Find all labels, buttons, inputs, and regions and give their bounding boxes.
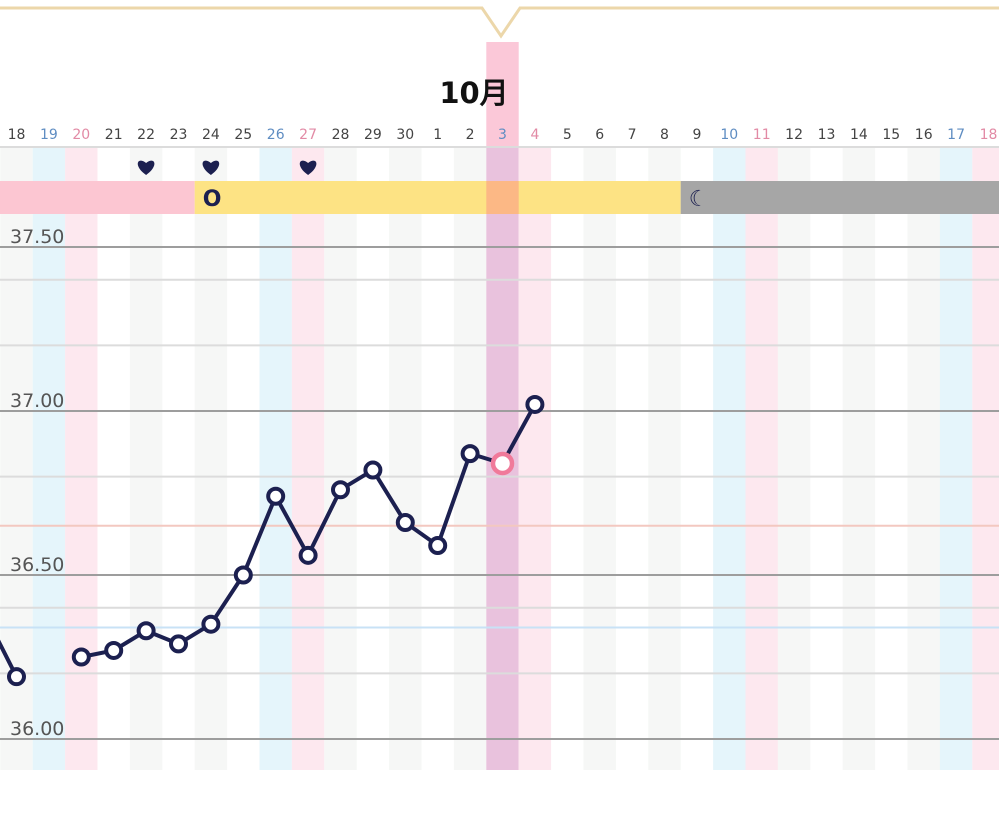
day-label-9[interactable]: 9 xyxy=(692,127,701,143)
day-label-16[interactable]: 16 xyxy=(915,127,933,143)
day-label-3[interactable]: 3 xyxy=(498,127,507,143)
day-label-18[interactable]: 18 xyxy=(8,127,26,143)
temperature-point[interactable] xyxy=(395,513,415,533)
y-tick-label: 36.00 xyxy=(10,718,64,740)
day-column-4[interactable] xyxy=(129,148,163,770)
month-label: 10月 xyxy=(439,76,508,110)
gridlines xyxy=(0,146,999,740)
day-columns xyxy=(0,42,999,770)
day-label-11[interactable]: 11 xyxy=(753,127,771,143)
day-label-25[interactable]: 25 xyxy=(234,127,252,143)
day-column-26[interactable] xyxy=(842,148,876,770)
line-segment xyxy=(435,451,473,548)
heart-icon xyxy=(299,160,317,175)
line-segment xyxy=(241,494,278,577)
day-label-8[interactable]: 8 xyxy=(660,127,669,143)
day-label-1[interactable]: 1 xyxy=(433,127,442,143)
line-segment xyxy=(273,494,311,558)
day-column-2[interactable] xyxy=(65,148,98,770)
selected-temperature-point[interactable] xyxy=(490,451,515,476)
day-column-22[interactable] xyxy=(713,148,746,770)
date-header: 18 19 20 21 22 23 24 25 26 27 28 29 30 1 2 3 4 5 6 7 8 9 10 11 1… xyxy=(8,127,998,143)
line-segment xyxy=(208,573,246,627)
day-label-23[interactable]: 23 xyxy=(170,127,188,143)
day-column-24[interactable] xyxy=(777,148,811,770)
day-label-15[interactable]: 15 xyxy=(882,127,900,143)
day-label-20[interactable]: 20 xyxy=(72,127,90,143)
day-column-23[interactable] xyxy=(745,148,778,770)
day-label-24[interactable]: 24 xyxy=(202,127,220,143)
temperature-point[interactable] xyxy=(201,614,221,634)
temperature-point[interactable] xyxy=(363,460,383,480)
temperature-point[interactable] xyxy=(169,634,188,654)
selected-day-highlight xyxy=(486,42,519,148)
line-segment xyxy=(0,639,19,679)
day-label-13[interactable]: 13 xyxy=(818,127,836,143)
day-column-18[interactable] xyxy=(583,148,616,770)
day-label-28[interactable]: 28 xyxy=(332,127,350,143)
day-column-10[interactable] xyxy=(324,148,357,770)
heart-icon xyxy=(202,160,220,175)
fertile-band-selected-day xyxy=(486,181,519,214)
temperature-point[interactable] xyxy=(71,647,91,667)
temperature-point[interactable] xyxy=(298,545,318,565)
day-label-10[interactable]: 10 xyxy=(720,127,738,143)
temperature-point[interactable] xyxy=(460,444,480,464)
day-column-16[interactable] xyxy=(518,148,552,770)
day-label-12[interactable]: 12 xyxy=(785,127,803,143)
day-label-18[interactable]: 18 xyxy=(980,127,998,143)
temperature-point[interactable] xyxy=(266,486,286,506)
day-column-9[interactable] xyxy=(291,148,325,770)
day-label-7[interactable]: 7 xyxy=(628,127,637,143)
day-label-2[interactable]: 2 xyxy=(466,127,475,143)
day-label-14[interactable]: 14 xyxy=(850,127,868,143)
y-tick-label: 37.00 xyxy=(10,390,64,412)
day-column-29[interactable] xyxy=(939,148,973,770)
day-label-30[interactable]: 30 xyxy=(396,127,414,143)
temperature-point[interactable] xyxy=(525,394,545,414)
day-column-12[interactable] xyxy=(389,148,422,770)
day-label-26[interactable]: 26 xyxy=(267,127,285,143)
day-label-6[interactable]: 6 xyxy=(595,127,604,143)
day-column-6[interactable] xyxy=(194,148,228,770)
day-label-22[interactable]: 22 xyxy=(137,127,155,143)
popup-pointer xyxy=(0,6,999,39)
day-label-27[interactable]: 27 xyxy=(299,127,317,143)
line-segment xyxy=(306,487,343,558)
day-column-8[interactable] xyxy=(259,148,292,770)
ovulation-icon: O xyxy=(203,187,222,212)
line-segment xyxy=(370,468,408,525)
luteal-band xyxy=(680,181,999,214)
y-axis-labels: 37.50 37.00 36.50 36.00 xyxy=(10,226,64,740)
temperature-point[interactable] xyxy=(428,535,448,555)
fertile-band xyxy=(194,181,681,214)
period-band xyxy=(0,181,195,214)
temperature-point[interactable] xyxy=(331,480,350,500)
day-label-4[interactable]: 4 xyxy=(530,127,539,143)
temperature-points xyxy=(7,394,545,687)
day-label-21[interactable]: 21 xyxy=(105,127,123,143)
day-column-30[interactable] xyxy=(972,148,999,770)
day-column-28[interactable] xyxy=(907,148,940,770)
day-column-20[interactable] xyxy=(648,148,681,770)
y-tick-label: 37.50 xyxy=(10,226,64,248)
moon-icon: ☾ xyxy=(689,187,709,212)
day-label-19[interactable]: 19 xyxy=(40,127,58,143)
day-column-0[interactable] xyxy=(0,148,33,770)
temperature-point[interactable] xyxy=(7,667,26,687)
temperature-point[interactable] xyxy=(233,565,253,585)
y-tick-label: 36.50 xyxy=(10,554,64,576)
day-label-5[interactable]: 5 xyxy=(563,127,572,143)
temperature-point[interactable] xyxy=(104,640,124,660)
day-label-17[interactable]: 17 xyxy=(947,127,965,143)
heart-markers xyxy=(137,160,317,175)
day-column-1[interactable] xyxy=(32,148,66,770)
day-label-29[interactable]: 29 xyxy=(364,127,382,143)
heart-icon xyxy=(137,160,155,175)
temperature-point[interactable] xyxy=(136,621,156,641)
phase-bands: O ☾ xyxy=(0,181,999,214)
